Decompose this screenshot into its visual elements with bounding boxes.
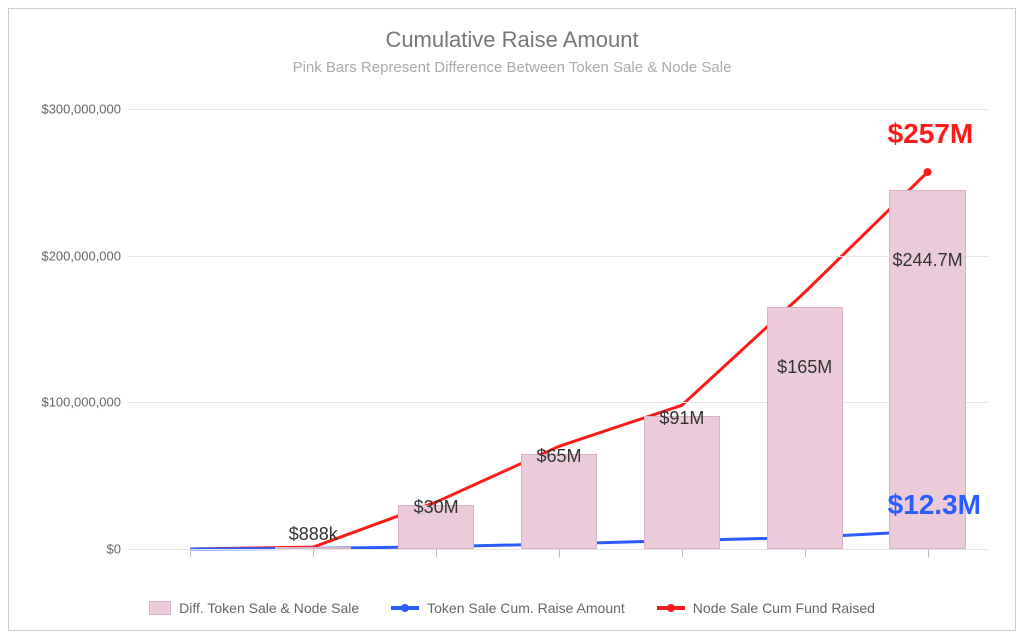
bar-label: $244.7M xyxy=(893,250,963,271)
bar xyxy=(521,454,597,549)
chart-container: Cumulative Raise Amount Pink Bars Repres… xyxy=(8,8,1016,631)
y-axis-label: $300,000,000 xyxy=(41,102,129,117)
y-axis-label: $0 xyxy=(107,542,129,557)
legend-label-node: Node Sale Cum Fund Raised xyxy=(693,600,875,616)
x-tick xyxy=(805,549,806,557)
x-tick xyxy=(190,549,191,557)
y-axis-label: $200,000,000 xyxy=(41,248,129,263)
legend-swatch-diff xyxy=(149,601,171,615)
bar-label: $888k xyxy=(289,524,338,545)
chart-subtitle: Pink Bars Represent Difference Between T… xyxy=(9,59,1015,76)
x-tick xyxy=(559,549,560,557)
bar-label: $65M xyxy=(536,446,581,467)
line-node-sale-point xyxy=(924,168,932,176)
grid-line xyxy=(129,402,989,403)
bar-label: $165M xyxy=(777,357,832,378)
legend-swatch-token xyxy=(391,606,419,610)
series-end-label: $12.3M xyxy=(888,489,981,521)
bar xyxy=(767,307,843,549)
legend-label-token: Token Sale Cum. Raise Amount xyxy=(427,600,625,616)
bar xyxy=(275,547,351,549)
legend-label-diff: Diff. Token Sale & Node Sale xyxy=(179,600,359,616)
chart-title: Cumulative Raise Amount xyxy=(9,27,1015,53)
grid-line xyxy=(129,109,989,110)
legend-item-node: Node Sale Cum Fund Raised xyxy=(657,600,875,616)
grid-line xyxy=(129,256,989,257)
legend-swatch-node xyxy=(657,606,685,610)
bar-label: $30M xyxy=(414,497,459,518)
plot-area: $0$100,000,000$200,000,000$300,000,000$8… xyxy=(129,109,989,549)
legend-item-token: Token Sale Cum. Raise Amount xyxy=(391,600,625,616)
y-axis-label: $100,000,000 xyxy=(41,395,129,410)
x-tick xyxy=(682,549,683,557)
legend-item-diff: Diff. Token Sale & Node Sale xyxy=(149,600,359,616)
bar xyxy=(644,416,720,549)
x-tick xyxy=(436,549,437,557)
x-tick xyxy=(928,549,929,557)
x-tick xyxy=(313,549,314,557)
bar-label: $91M xyxy=(659,408,704,429)
legend: Diff. Token Sale & Node Sale Token Sale … xyxy=(9,600,1015,616)
series-end-label: $257M xyxy=(888,118,974,150)
